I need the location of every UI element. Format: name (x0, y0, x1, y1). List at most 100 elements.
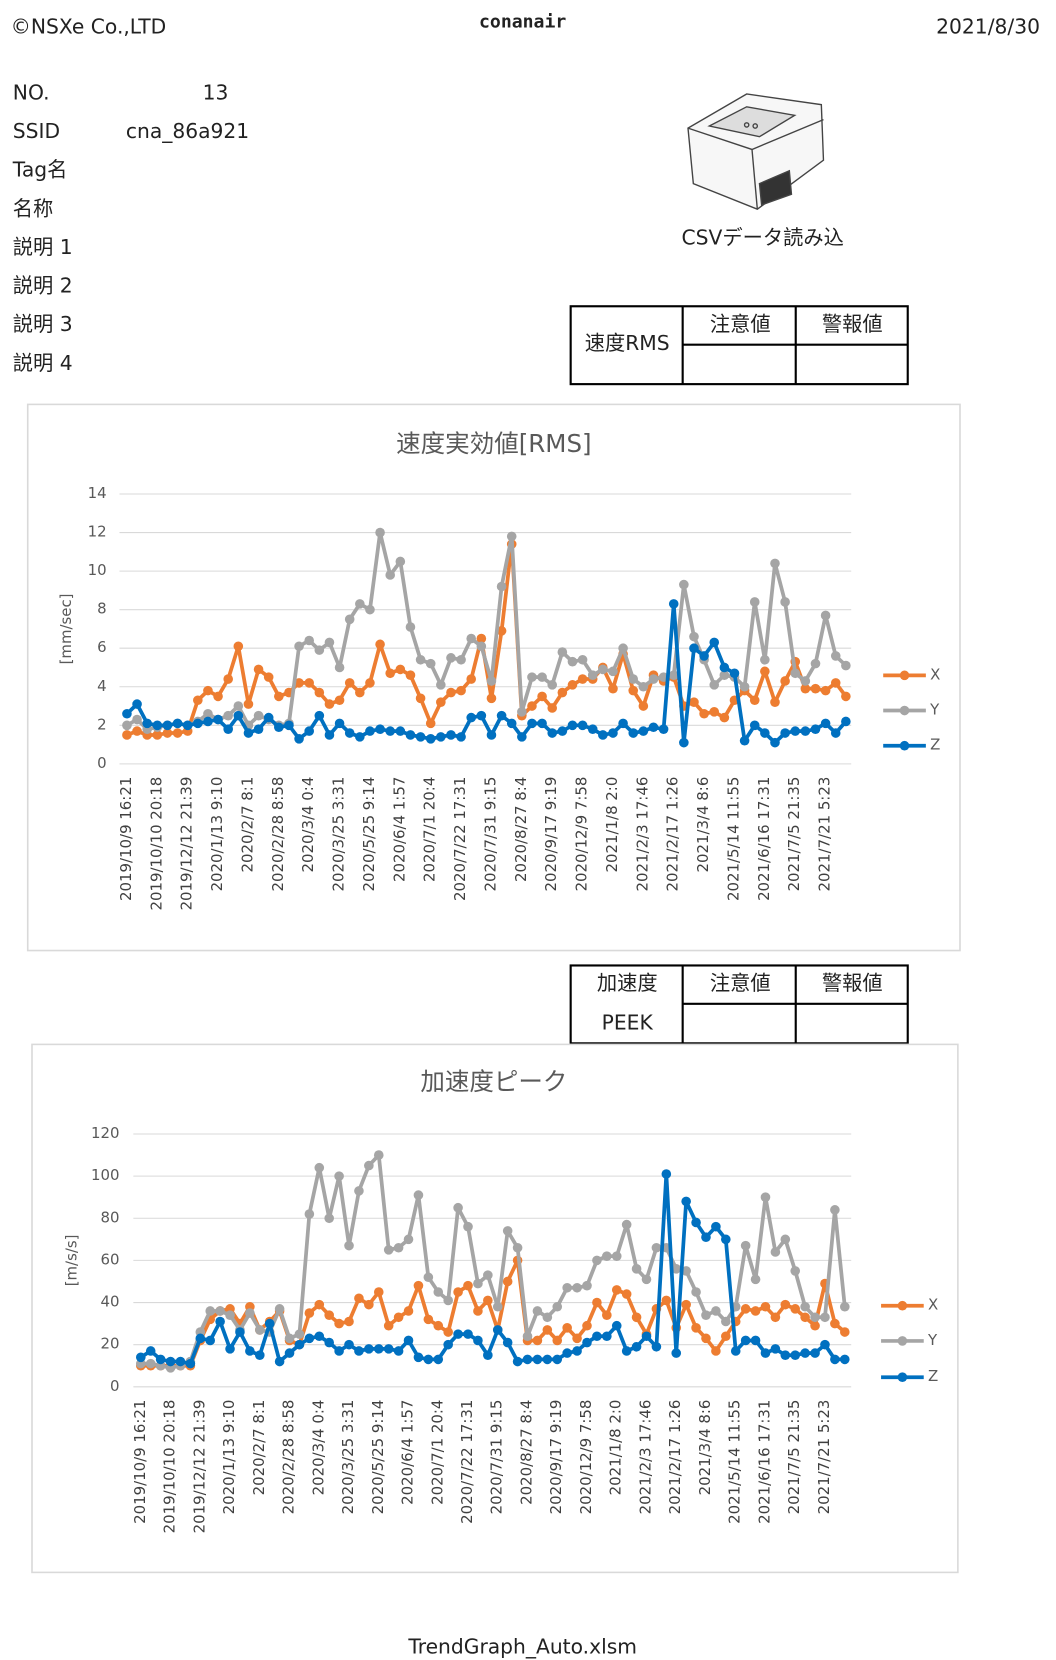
legend-marker (897, 1300, 908, 1311)
data-point (547, 728, 558, 738)
data-point (830, 728, 841, 738)
data-point (729, 668, 740, 679)
data-point (562, 1323, 572, 1333)
data-point (681, 1266, 691, 1276)
data-point (304, 726, 314, 736)
data-point (709, 707, 720, 717)
data-point (365, 604, 375, 615)
threshold-table-rms (569, 305, 909, 386)
data-point (522, 1331, 533, 1342)
data-point (425, 658, 436, 669)
legend-marker (897, 1372, 908, 1382)
data-point (364, 1299, 374, 1310)
data-point (506, 531, 517, 542)
data-point (577, 720, 588, 731)
x-tick-label: 2021/2/17 1:26 (666, 1400, 684, 1515)
data-point (502, 1337, 513, 1348)
data-point (122, 708, 132, 719)
data-point (592, 1297, 602, 1308)
data-point (314, 1162, 325, 1173)
legend-marker (899, 670, 910, 681)
data-point (324, 1213, 334, 1224)
data-point (800, 726, 811, 736)
x-tick-label: 2020/7/31 9:15 (481, 777, 499, 892)
data-point (648, 674, 659, 684)
x-tick-label: 2020/7/31 9:15 (488, 1400, 506, 1515)
data-point (446, 730, 456, 740)
data-point (433, 1287, 444, 1297)
data-point (476, 633, 487, 644)
data-point (820, 1312, 830, 1323)
x-tick-label: 2020/5/25 9:14 (360, 777, 378, 892)
y-tick-label: 20 (100, 1335, 119, 1353)
data-point (405, 622, 416, 632)
x-tick-label: 2020/12/9 7:58 (573, 777, 591, 892)
data-point (425, 734, 436, 744)
data-point (373, 1344, 384, 1354)
data-point (611, 1285, 622, 1295)
data-point (393, 1242, 404, 1253)
data-point (770, 737, 780, 748)
data-point (780, 728, 790, 738)
data-point (552, 1301, 563, 1312)
data-point (628, 685, 639, 696)
data-point (284, 1348, 295, 1358)
legend-label: Y (927, 1331, 938, 1349)
data-point (572, 1333, 582, 1344)
data-point (618, 718, 628, 729)
data-point (701, 1310, 711, 1320)
data-point (486, 730, 497, 740)
data-point (162, 720, 173, 731)
data-point (413, 1280, 424, 1291)
data-point (354, 1346, 364, 1356)
copyright: ©NSXe Co.,LTD (11, 14, 167, 38)
data-point (587, 670, 598, 680)
data-point (810, 1312, 820, 1323)
data-point (393, 1312, 404, 1323)
data-point (383, 1245, 394, 1255)
data-point (425, 718, 436, 729)
data-point (446, 653, 456, 663)
data-point (253, 664, 264, 675)
data-point (512, 1356, 523, 1367)
data-point (354, 1186, 364, 1196)
data-point (721, 1331, 731, 1342)
data-point (711, 1346, 721, 1356)
data-point (294, 1339, 305, 1350)
data-point (314, 1331, 325, 1342)
data-point (466, 674, 477, 684)
data-point (324, 637, 335, 648)
data-point (456, 732, 466, 742)
x-tick-label: 2021/6/16 17:31 (755, 777, 773, 901)
data-point (719, 712, 730, 723)
data-point (582, 1337, 592, 1348)
data-point (385, 570, 396, 580)
data-point (750, 1335, 761, 1346)
data-point (466, 712, 477, 723)
data-point (324, 730, 335, 740)
x-tick-label: 2020/5/25 9:14 (369, 1400, 387, 1515)
data-point (496, 710, 507, 721)
data-point (373, 1287, 384, 1297)
data-point (671, 1348, 682, 1358)
x-tick-label: 2021/7/5 21:35 (785, 1400, 803, 1515)
data-point (433, 1354, 444, 1365)
data-point (225, 1310, 235, 1320)
data-point (243, 699, 254, 709)
data-point (790, 726, 801, 736)
data-point (193, 695, 203, 706)
data-point (324, 1310, 334, 1320)
data-point (760, 654, 770, 665)
data-point (423, 1314, 434, 1325)
data-point (446, 687, 456, 698)
data-point (205, 1306, 216, 1316)
x-tick-label: 2019/12/12 21:39 (178, 777, 196, 911)
data-point (463, 1280, 473, 1291)
data-point (760, 1348, 771, 1358)
data-point (631, 1341, 642, 1352)
data-point (770, 1344, 781, 1354)
data-point (304, 678, 314, 688)
y-tick-label: 2 (97, 715, 107, 733)
data-point (691, 1217, 701, 1228)
